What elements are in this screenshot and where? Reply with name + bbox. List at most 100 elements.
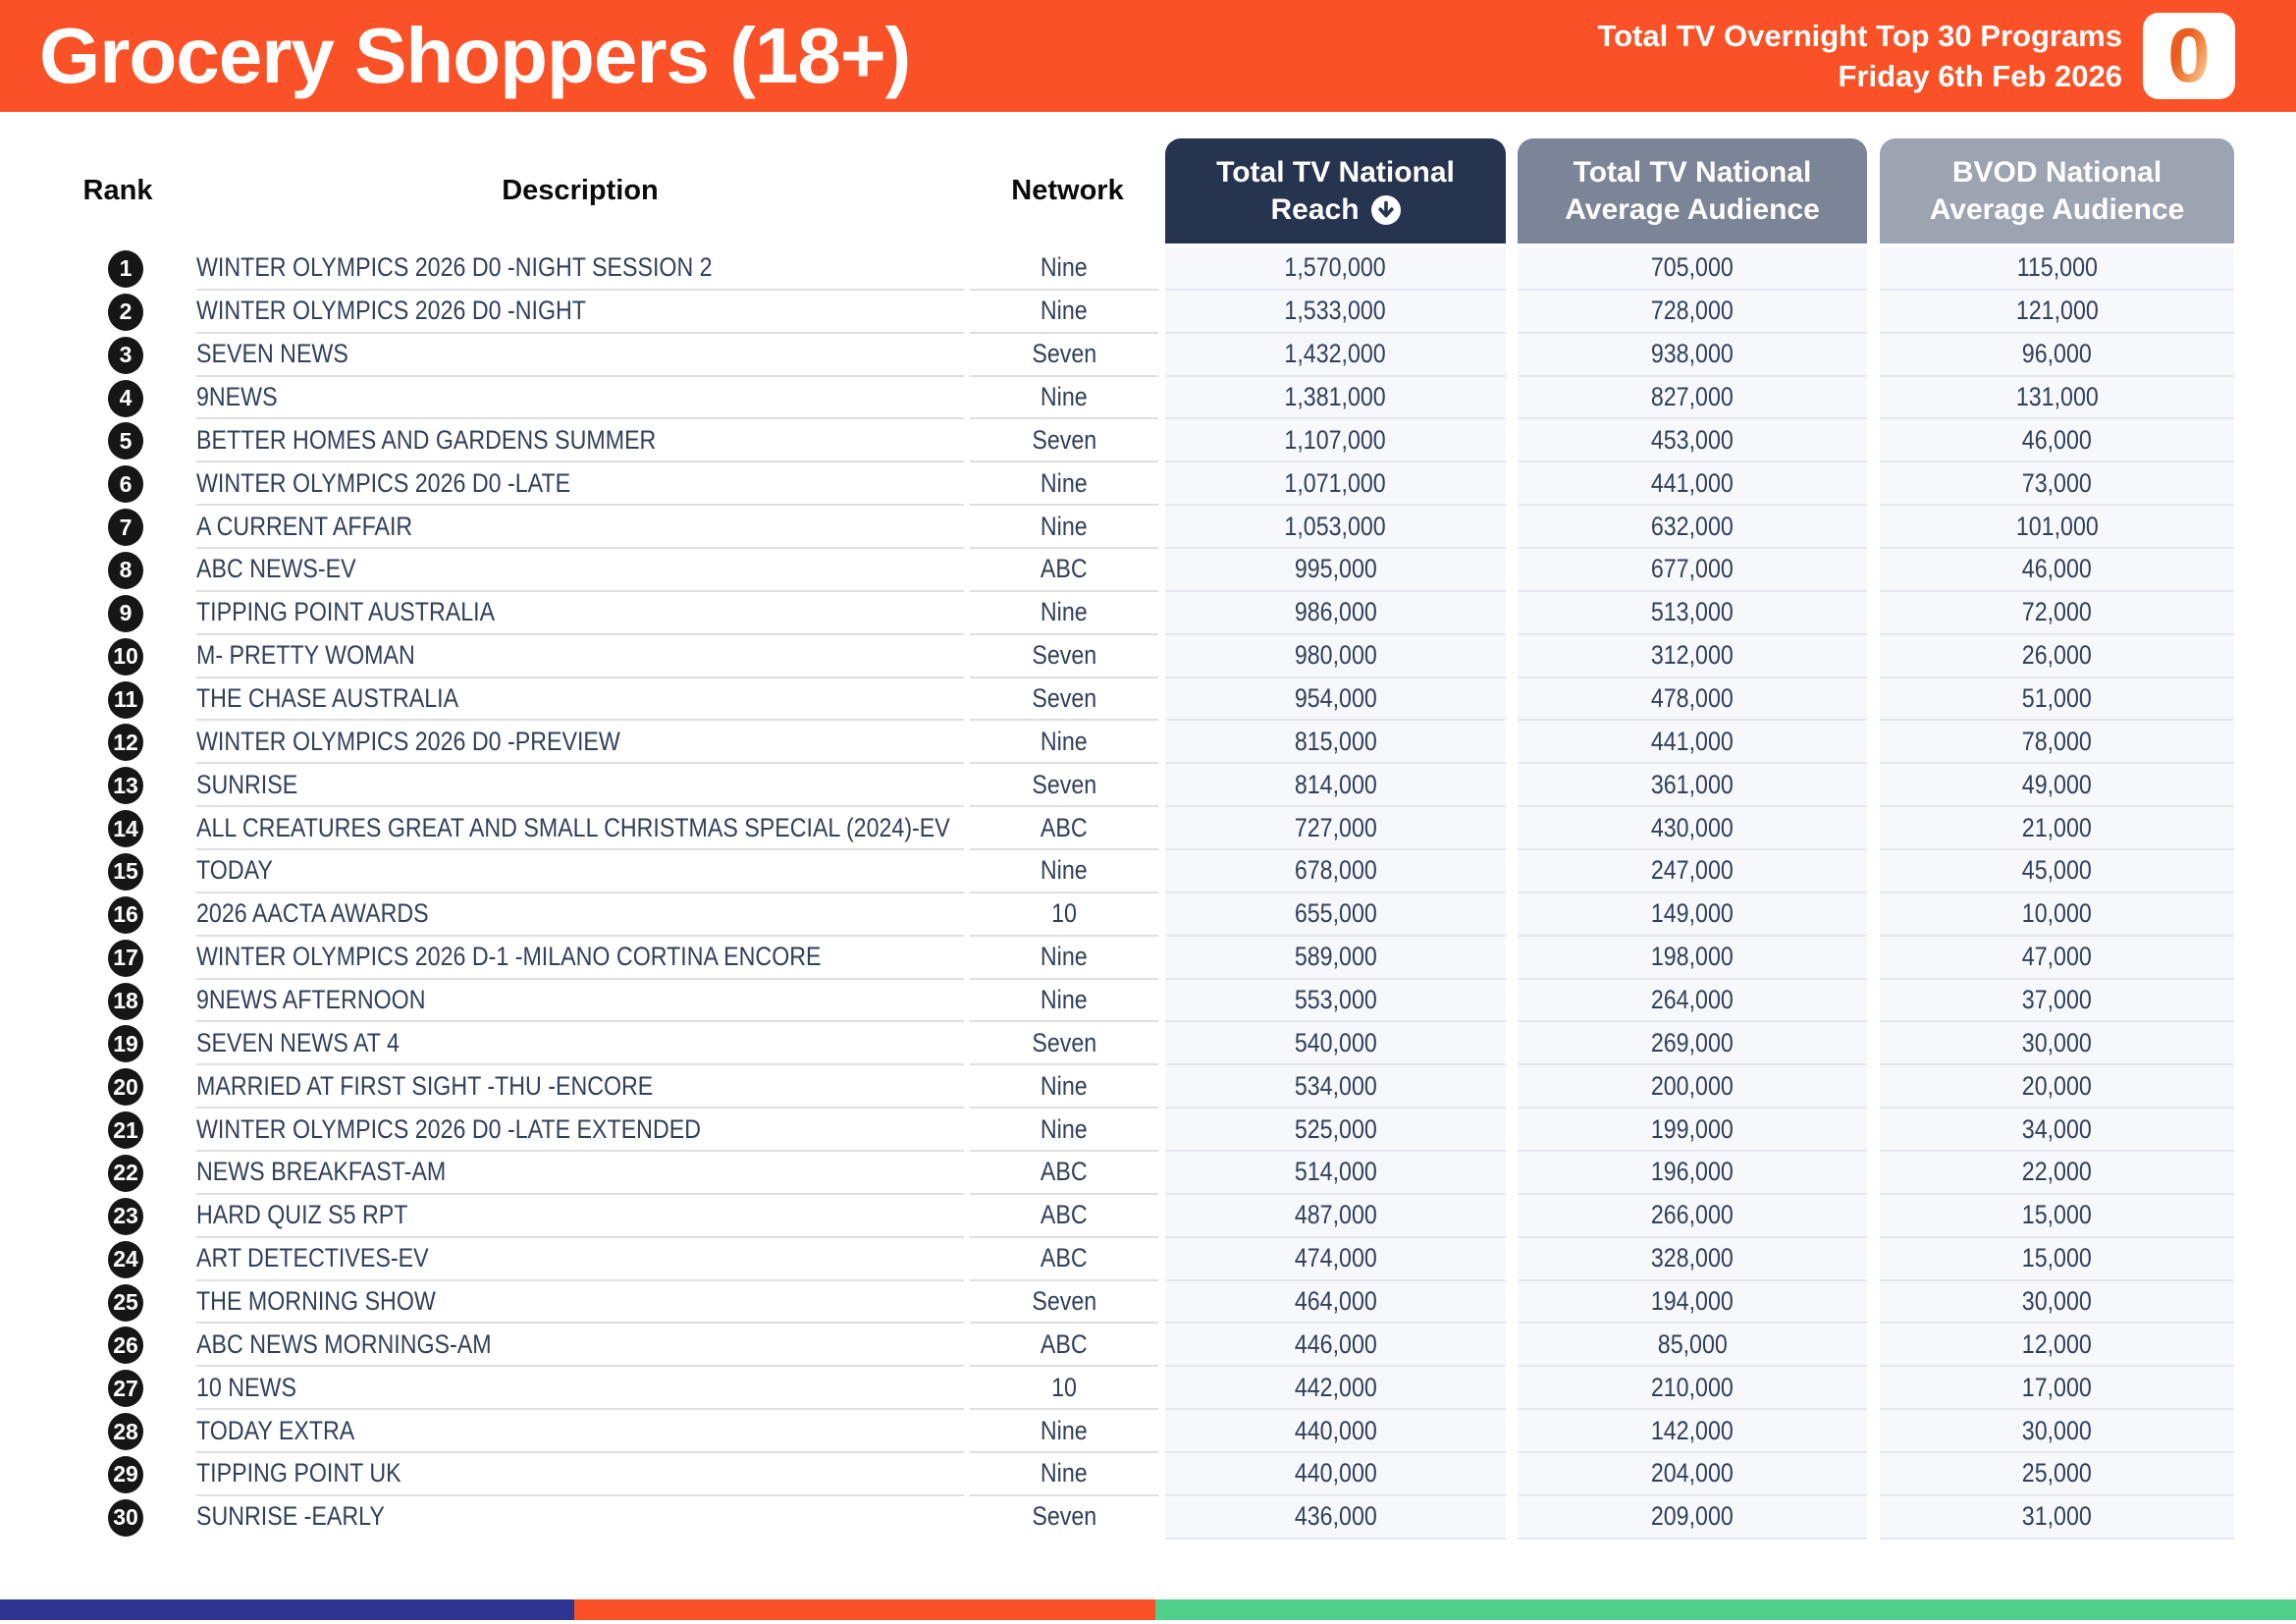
reach-value: 1,071,000 bbox=[1284, 467, 1387, 498]
reach-cell: 442,000 bbox=[1165, 1367, 1506, 1411]
reach-cell: 436,000 bbox=[1165, 1496, 1506, 1540]
bvod-value: 20,000 bbox=[2021, 1070, 2093, 1101]
program-title: SUNRISE bbox=[196, 769, 298, 799]
network-cell: Seven bbox=[970, 419, 1158, 463]
rank-cell: 8 bbox=[59, 549, 192, 592]
table-row: 25 THE MORNING SHOW Seven 464,000 194,00… bbox=[0, 1281, 2296, 1325]
reach-value: 440,000 bbox=[1294, 1415, 1377, 1445]
program-title: TODAY bbox=[196, 855, 273, 886]
network-value: Seven bbox=[1032, 339, 1096, 369]
rank-cell: 27 bbox=[59, 1367, 192, 1410]
rank-cell: 1 bbox=[59, 247, 192, 291]
program-title: TIPPING POINT UK bbox=[196, 1458, 401, 1489]
network-cell: Nine bbox=[970, 1410, 1158, 1454]
bvod-cell: 21,000 bbox=[1880, 807, 2234, 851]
avg-audience-value: 441,000 bbox=[1651, 467, 1734, 498]
rank-cell: 23 bbox=[59, 1195, 192, 1238]
description-cell: 10 NEWS bbox=[196, 1367, 964, 1411]
table-row: 18 9NEWS AFTERNOON Nine 553,000 264,000 … bbox=[0, 980, 2296, 1023]
avg-audience-cell: 196,000 bbox=[1518, 1152, 1867, 1195]
program-title: 9NEWS bbox=[196, 382, 278, 411]
description-cell: ABC NEWS-EV bbox=[196, 549, 964, 592]
network-cell: Nine bbox=[970, 592, 1158, 635]
description-column-header: Description bbox=[502, 175, 659, 206]
bvod-value: 30,000 bbox=[2021, 1415, 2093, 1445]
avg-header-line2: Average Audience bbox=[1565, 192, 1820, 226]
bvod-value: 17,000 bbox=[2021, 1372, 2093, 1402]
network-value: Nine bbox=[1041, 511, 1088, 541]
avg-audience-value: 264,000 bbox=[1651, 985, 1734, 1015]
network-cell: Nine bbox=[970, 1109, 1158, 1153]
reach-cell: 980,000 bbox=[1165, 635, 1506, 678]
rank-badge: 25 bbox=[108, 1283, 143, 1322]
avg-audience-value: 196,000 bbox=[1651, 1157, 1734, 1187]
description-cell: M- PRETTY WOMAN bbox=[196, 635, 964, 678]
avg-audience-column-header: Total TV National Average Audience bbox=[1518, 138, 1867, 244]
header-banner: Grocery Shoppers (18+) Total TV Overnigh… bbox=[0, 0, 2296, 112]
program-title: THE CHASE AUSTRALIA bbox=[196, 683, 459, 714]
program-title: WINTER OLYMPICS 2026 D0 -LATE EXTENDED bbox=[196, 1113, 701, 1144]
reach-cell: 474,000 bbox=[1165, 1238, 1506, 1281]
rank-cell: 29 bbox=[59, 1453, 192, 1496]
avg-audience-cell: 453,000 bbox=[1518, 419, 1867, 463]
program-title: SUNRISE -EARLY bbox=[196, 1501, 385, 1532]
avg-audience-cell: 513,000 bbox=[1518, 592, 1867, 635]
network-value: Nine bbox=[1041, 855, 1088, 886]
rank-cell: 15 bbox=[59, 850, 192, 893]
reach-cell: 1,432,000 bbox=[1165, 334, 1506, 377]
program-title: BETTER HOMES AND GARDENS SUMMER bbox=[196, 424, 657, 455]
bvod-header-line2: Average Audience bbox=[1929, 192, 2185, 226]
avg-audience-cell: 677,000 bbox=[1518, 549, 1867, 592]
rank-badge: 10 bbox=[108, 637, 143, 676]
network-value: Nine bbox=[1041, 1113, 1088, 1144]
reach-value: 525,000 bbox=[1294, 1113, 1377, 1144]
network-column-header: Network bbox=[1011, 175, 1124, 206]
avg-audience-value: 210,000 bbox=[1651, 1372, 1734, 1402]
reach-column-header[interactable]: Total TV National Reach bbox=[1165, 138, 1506, 244]
bvod-value: 46,000 bbox=[2021, 424, 2093, 455]
bvod-value: 30,000 bbox=[2021, 1286, 2093, 1317]
rank-badge: 17 bbox=[108, 939, 143, 977]
program-title: ABC NEWS MORNINGS-AM bbox=[196, 1328, 492, 1359]
bvod-cell: 121,000 bbox=[1880, 291, 2234, 334]
reach-cell: 1,053,000 bbox=[1165, 506, 1506, 550]
avg-audience-value: 194,000 bbox=[1651, 1286, 1734, 1317]
avg-audience-cell: 312,000 bbox=[1518, 635, 1867, 678]
network-value: Nine bbox=[1041, 1070, 1088, 1101]
bvod-cell: 31,000 bbox=[1880, 1496, 2234, 1540]
bvod-cell: 30,000 bbox=[1880, 1410, 2234, 1454]
table-row: 3 SEVEN NEWS Seven 1,432,000 938,000 96,… bbox=[0, 334, 2296, 377]
bvod-cell: 26,000 bbox=[1880, 635, 2234, 678]
reach-cell: 1,533,000 bbox=[1165, 291, 1506, 334]
bvod-cell: 37,000 bbox=[1880, 980, 2234, 1023]
avg-audience-cell: 728,000 bbox=[1518, 291, 1867, 334]
rank-cell: 28 bbox=[59, 1410, 192, 1453]
sort-descending-icon[interactable] bbox=[1370, 194, 1401, 225]
program-title: ABC NEWS-EV bbox=[196, 554, 356, 584]
bvod-column-strip bbox=[1880, 247, 2234, 1540]
reach-value: 1,053,000 bbox=[1284, 511, 1387, 541]
reach-cell: 487,000 bbox=[1165, 1195, 1506, 1238]
avg-audience-cell: 210,000 bbox=[1518, 1367, 1867, 1411]
avg-audience-value: 728,000 bbox=[1651, 296, 1734, 326]
avg-audience-value: 632,000 bbox=[1651, 511, 1734, 541]
avg-audience-value: 247,000 bbox=[1651, 855, 1734, 886]
bvod-cell: 51,000 bbox=[1880, 678, 2234, 722]
table-row: 9 TIPPING POINT AUSTRALIA Nine 986,000 5… bbox=[0, 592, 2296, 635]
program-title: NEWS BREAKFAST-AM bbox=[196, 1157, 447, 1187]
avg-audience-cell: 361,000 bbox=[1518, 764, 1867, 808]
reach-cell: 525,000 bbox=[1165, 1109, 1506, 1153]
network-cell: ABC bbox=[970, 1195, 1158, 1238]
rank-badge: 29 bbox=[108, 1455, 143, 1493]
avg-audience-cell: 269,000 bbox=[1518, 1022, 1867, 1066]
avg-audience-value: 209,000 bbox=[1651, 1501, 1734, 1532]
avg-audience-value: 827,000 bbox=[1651, 382, 1734, 411]
rank-cell: 5 bbox=[59, 419, 192, 462]
rank-badge: 15 bbox=[108, 852, 143, 891]
rank-cell: 10 bbox=[59, 635, 192, 678]
avg-audience-value: 149,000 bbox=[1651, 898, 1734, 929]
rank-cell: 13 bbox=[59, 764, 192, 807]
bvod-value: 72,000 bbox=[2021, 597, 2093, 627]
avg-audience-cell: 198,000 bbox=[1518, 937, 1867, 980]
bvod-cell: 25,000 bbox=[1880, 1453, 2234, 1496]
